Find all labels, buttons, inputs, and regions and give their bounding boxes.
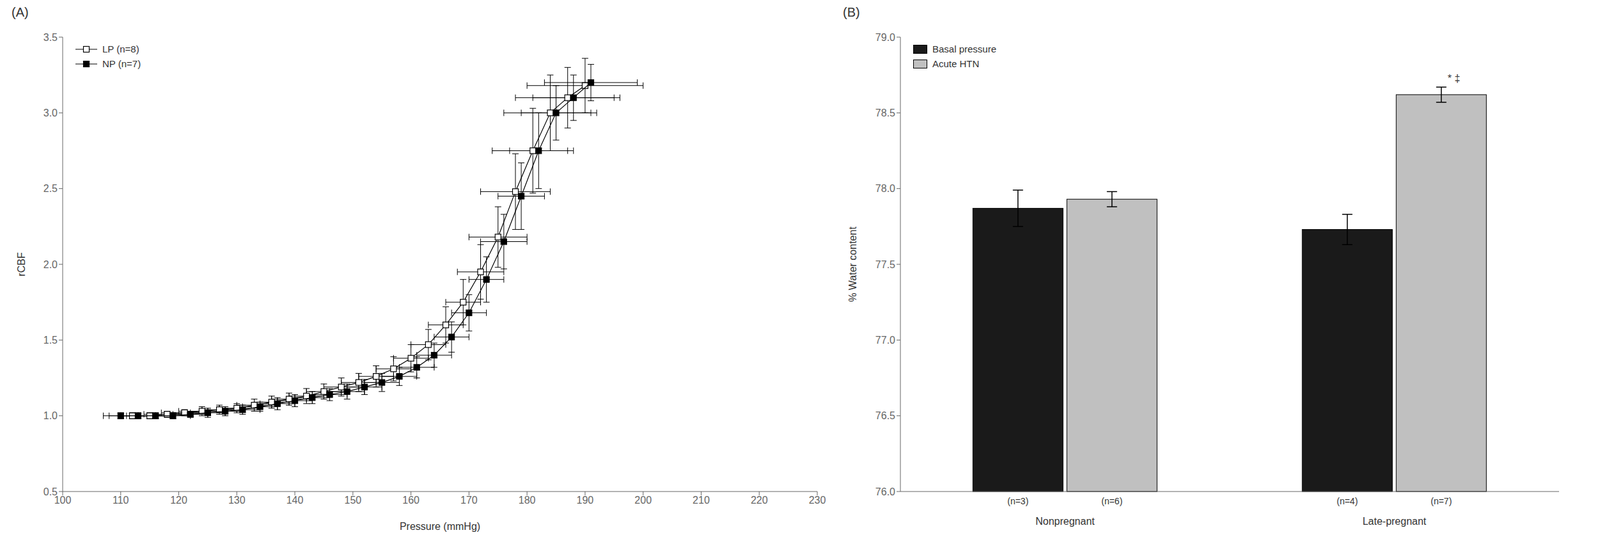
html-text:(B): (B) [842,5,860,20]
svg-text:3.0: 3.0 [43,107,58,119]
svg-text:220: 220 [750,494,769,506]
svg-text:76.0: 76.0 [875,486,896,497]
html-text:LP (n=8): LP (n=8) [102,43,140,55]
svg-text:2.5: 2.5 [43,182,58,194]
html-text:(A): (A) [11,5,29,20]
svg-text:160: 160 [402,494,420,506]
svg-text:(n=6): (n=6) [1101,495,1123,506]
html-text:NP (n=7): NP (n=7) [102,58,141,70]
svg-text:140: 140 [286,494,304,506]
html-text:Basal pressure: Basal pressure [932,43,997,55]
svg-text:Late-pregnant: Late-pregnant [1362,515,1427,527]
svg-text:(n=3): (n=3) [1007,495,1029,506]
svg-text:% Water content: % Water content [847,226,859,302]
svg-text:(n=4): (n=4) [1336,495,1358,506]
svg-text:rCBF: rCBF [15,251,27,277]
svg-text:76.5: 76.5 [875,409,896,421]
svg-text:79.0: 79.0 [875,31,896,43]
svg-text:190: 190 [576,494,595,506]
svg-text:180: 180 [518,494,536,506]
svg-text:0.5: 0.5 [43,486,58,497]
svg-text:78.5: 78.5 [875,107,896,119]
svg-text:77.5: 77.5 [875,258,896,270]
svg-text:Nonpregnant: Nonpregnant [1035,515,1095,527]
svg-text:210: 210 [692,494,710,506]
svg-text:2.0: 2.0 [43,258,58,270]
svg-text:200: 200 [634,494,652,506]
svg-text:230: 230 [808,494,827,506]
svg-text:170: 170 [460,494,478,506]
svg-text:(n=7): (n=7) [1430,495,1452,506]
svg-text:1.0: 1.0 [43,409,58,421]
svg-text:78.0: 78.0 [875,182,896,194]
svg-text:150: 150 [344,494,362,506]
svg-text:Pressure (mmHg): Pressure (mmHg) [399,520,481,532]
svg-text:120: 120 [170,494,188,506]
svg-text:77.0: 77.0 [875,334,896,346]
svg-text:1.5: 1.5 [43,334,58,346]
svg-text:110: 110 [112,494,130,506]
svg-text:3.5: 3.5 [43,31,58,43]
svg-text:130: 130 [228,494,246,506]
svg-text:* ‡: * ‡ [1447,72,1461,84]
html-text:Acute HTN: Acute HTN [932,58,980,70]
svg-text:100: 100 [54,494,72,506]
